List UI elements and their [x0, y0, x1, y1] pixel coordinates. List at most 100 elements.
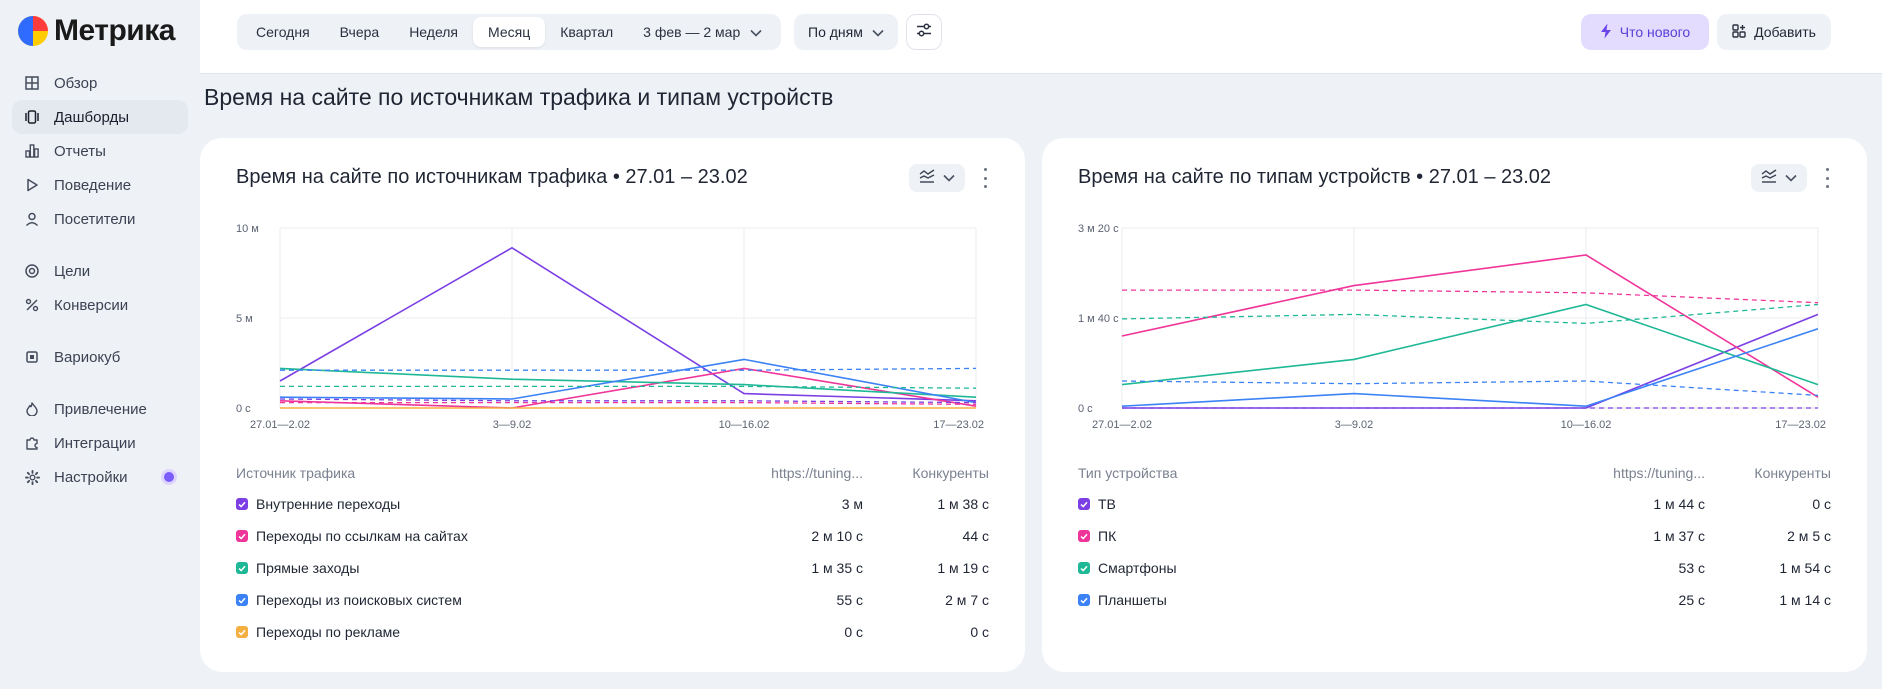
- row-name: Внутренние переходы: [236, 496, 723, 512]
- grouping-label: По дням: [808, 24, 863, 40]
- y-tick-label: 0 с: [236, 403, 251, 415]
- chevron-down-icon: [872, 24, 884, 40]
- line-chart-icon: [1761, 168, 1777, 188]
- sidebar-item-label: Цели: [54, 262, 91, 280]
- series-line: [1121, 303, 1819, 386]
- x-tick-label: 3—9.02: [493, 419, 532, 431]
- value-competitors: 2 м 7 с: [945, 592, 989, 608]
- series-line-competitors: [1122, 289, 1819, 304]
- value-site: 53 с: [1678, 560, 1705, 576]
- logo-text: Метрика: [54, 14, 175, 47]
- more-icon[interactable]: [981, 168, 989, 188]
- series-checkbox[interactable]: [1078, 530, 1090, 542]
- grouping-select[interactable]: По дням: [794, 14, 898, 50]
- row-label: Переходы по рекламе: [256, 624, 401, 640]
- table-row: Прямые заходы 1 м 35 с 1 м 19 с: [236, 552, 989, 584]
- add-widget-icon: [1732, 23, 1746, 41]
- table-header: Источник трафика https://tuning... Конкуре…: [236, 458, 989, 488]
- series-line-competitors: [280, 401, 977, 406]
- value-competitors: 0 с: [970, 624, 989, 640]
- cube-icon: [24, 349, 40, 365]
- sidebar-item-variocube[interactable]: Вариокуб: [12, 340, 188, 374]
- series-line: [1121, 254, 1819, 398]
- series-checkbox[interactable]: [236, 562, 248, 574]
- row-name: Смартфоны: [1078, 560, 1565, 576]
- sidebar-item-reports[interactable]: Отчеты: [12, 134, 188, 168]
- period-yesterday[interactable]: Вчера: [339, 24, 380, 40]
- value-competitors: 1 м 54 с: [1779, 560, 1831, 576]
- filters-button[interactable]: [906, 14, 942, 50]
- sidebar-item-visitors[interactable]: Посетители: [12, 202, 188, 236]
- row-label: Прямые заходы: [256, 560, 360, 576]
- table-row: Переходы из поисковых систем 55 с 2 м 7 с: [236, 584, 989, 616]
- chevron-down-icon: [1785, 169, 1797, 187]
- dashboards-icon: [24, 109, 40, 125]
- series-checkbox[interactable]: [236, 626, 248, 638]
- series-line: [1122, 313, 1819, 409]
- target-icon: [24, 263, 40, 279]
- column-header[interactable]: Конкуренты: [1754, 465, 1831, 481]
- series-checkbox[interactable]: [236, 498, 248, 510]
- period-quarter[interactable]: Квартал: [560, 24, 614, 40]
- whats-new-button[interactable]: Что нового: [1581, 14, 1709, 50]
- row-label: ТВ: [1098, 496, 1116, 512]
- column-header[interactable]: Источник трафика: [236, 465, 356, 481]
- row-name: Планшеты: [1078, 592, 1565, 608]
- column-header[interactable]: https://tuning...: [771, 465, 863, 481]
- value-competitors: 0 с: [1812, 496, 1831, 512]
- value-competitors: 1 м 14 с: [1779, 592, 1831, 608]
- sidebar-item-conversions[interactable]: Конверсии: [12, 288, 188, 322]
- x-tick-label: 27.01—2.02: [250, 419, 310, 431]
- column-header[interactable]: Тип устройства: [1078, 465, 1178, 481]
- widget-title: Время на сайте по типам устройств • 27.0…: [1078, 166, 1552, 188]
- device-types-widget: Время на сайте по типам устройств • 27.0…: [1042, 138, 1867, 672]
- chart-type-selector[interactable]: [909, 164, 965, 192]
- series-line-competitors: [280, 385, 977, 389]
- value-competitors: 2 м 5 с: [1787, 528, 1831, 544]
- table-header: Тип устройства https://tuning... Конкурент…: [1078, 458, 1831, 488]
- flame-icon: [24, 401, 40, 417]
- series-line: [279, 367, 977, 398]
- value-site: 55 с: [836, 592, 863, 608]
- series-line-competitors: [1121, 380, 1819, 397]
- series-checkbox[interactable]: [1078, 498, 1090, 510]
- sidebar-item-overview[interactable]: Обзор: [12, 66, 188, 100]
- period-month[interactable]: Месяц: [473, 17, 546, 47]
- sidebar-item-acquisition[interactable]: Привлечение: [12, 392, 188, 426]
- sidebar-item-behavior[interactable]: Поведение: [12, 168, 188, 202]
- series-checkbox[interactable]: [236, 530, 248, 542]
- sidebar-item-label: Дашборды: [54, 108, 129, 126]
- sidebar-item-label: Поведение: [54, 176, 132, 194]
- y-tick-label: 1 м 40 с: [1078, 313, 1119, 325]
- more-icon[interactable]: [1823, 168, 1831, 188]
- column-header[interactable]: Конкуренты: [912, 465, 989, 481]
- sidebar-item-label: Вариокуб: [54, 348, 121, 366]
- series-line-competitors: [280, 367, 977, 371]
- sidebar-item-dashboards[interactable]: Дашборды: [12, 100, 188, 134]
- series-checkbox[interactable]: [1078, 562, 1090, 574]
- sidebar-item-label: Конверсии: [54, 296, 129, 314]
- column-header[interactable]: https://tuning...: [1613, 465, 1705, 481]
- sidebar-item-integrations[interactable]: Интеграции: [12, 426, 188, 460]
- row-label: Внутренние переходы: [256, 496, 401, 512]
- sidebar-item-goals[interactable]: Цели: [12, 254, 188, 288]
- traffic-sources-chart: 0 с 5 м 10 м 27.01—2.02 3—9.02 10—16.02 17—23.…: [236, 223, 984, 431]
- sidebar-item-settings[interactable]: Настройки: [12, 460, 188, 494]
- row-name: ПК: [1078, 528, 1565, 544]
- logo[interactable]: Метрика: [18, 14, 175, 48]
- line-chart-icon: [919, 168, 935, 188]
- value-site: 1 м 37 с: [1653, 528, 1705, 544]
- series-checkbox[interactable]: [1078, 594, 1090, 606]
- sidebar-item-label: Интеграции: [54, 434, 136, 452]
- value-site: 1 м 44 с: [1653, 496, 1705, 512]
- x-tick-label: 27.01—2.02: [1092, 419, 1152, 431]
- value-competitors: 1 м 19 с: [937, 560, 989, 576]
- period-today[interactable]: Сегодня: [256, 24, 310, 40]
- series-checkbox[interactable]: [236, 594, 248, 606]
- period-week[interactable]: Неделя: [409, 24, 459, 40]
- sidebar-item-label: Отчеты: [54, 142, 106, 160]
- add-button[interactable]: Добавить: [1717, 14, 1831, 50]
- row-label: Планшеты: [1098, 592, 1167, 608]
- chart-type-selector[interactable]: [1751, 164, 1807, 192]
- date-range-picker[interactable]: 3 фев — 2 мар: [628, 17, 777, 47]
